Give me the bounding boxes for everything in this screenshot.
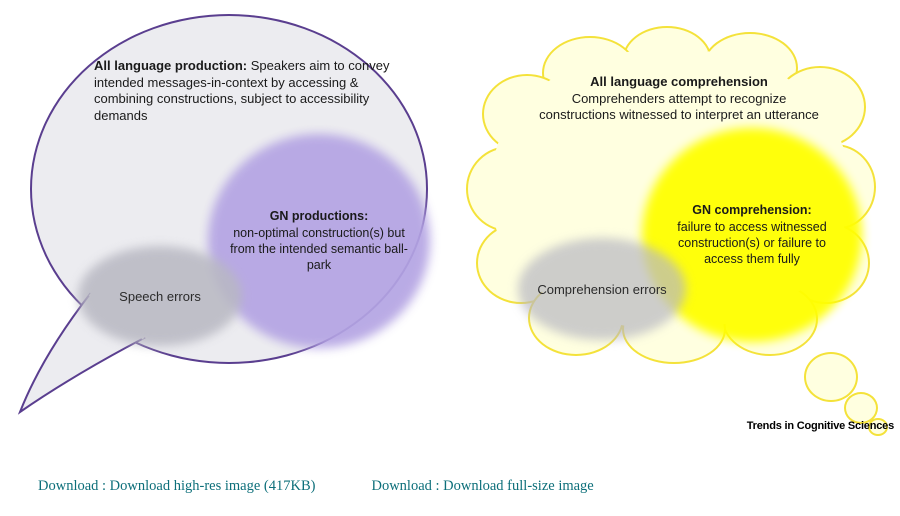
download-fullsize-link[interactable]: Download : Download full-size image	[371, 478, 593, 495]
gn-productions-body: non-optimal construction(s) but from the…	[230, 226, 408, 271]
diagram-stage: All language production: Speakers aim to…	[0, 0, 900, 450]
comprehension-errors-text: Comprehension errors	[518, 238, 686, 340]
journal-credit: Trends in Cognitive Sciences	[747, 420, 894, 432]
download-highres-link[interactable]: Download : Download high-res image (417K…	[38, 478, 315, 495]
gn-productions-text: GN productions: non-optimal construction…	[208, 134, 430, 348]
gn-comprehension-title: GN comprehension:	[658, 203, 846, 219]
gn-productions-title: GN productions:	[224, 209, 414, 225]
comprehension-errors-label: Comprehension errors	[537, 282, 666, 297]
production-header: All language production: Speakers aim to…	[94, 58, 414, 125]
gn-comprehension-body: failure to access witnessed construction…	[677, 220, 826, 265]
speech-errors-label: Speech errors	[119, 289, 201, 304]
comprehension-header: All language comprehension Comprehenders…	[536, 74, 822, 124]
comprehension-header-title: All language comprehension	[536, 74, 822, 91]
production-header-title: All language production:	[94, 58, 247, 73]
production-speech-bubble: All language production: Speakers aim to…	[30, 14, 428, 364]
comprehension-thought-cloud: All language comprehension Comprehenders…	[472, 26, 872, 356]
download-links: Download : Download high-res image (417K…	[38, 478, 594, 495]
comprehension-header-body: Comprehenders attempt to recognize const…	[536, 91, 822, 124]
speech-errors-text: Speech errors	[78, 246, 242, 346]
